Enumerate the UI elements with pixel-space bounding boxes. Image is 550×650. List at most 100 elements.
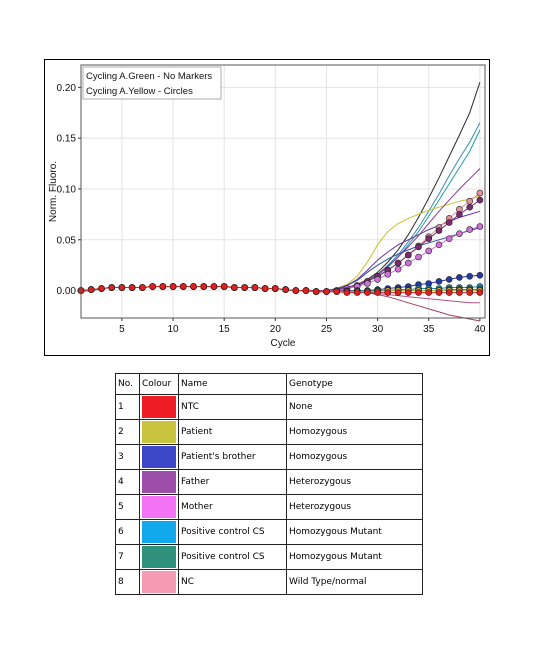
sample-name: Patient's brother: [178, 444, 287, 470]
data-point: [466, 226, 474, 233]
data-point: [435, 289, 443, 296]
sample-genotype: Homozygous: [286, 419, 423, 445]
data-point: [415, 253, 422, 261]
data-point: [190, 283, 197, 290]
data-point: [445, 235, 453, 242]
data-point: [180, 283, 187, 290]
data-point: [364, 289, 371, 296]
sample-genotype: Homozygous Mutant: [286, 544, 423, 570]
data-point: [466, 289, 474, 296]
data-point: [261, 285, 269, 292]
data-point: [200, 283, 207, 290]
row-number: 6: [115, 519, 140, 545]
data-point: [476, 196, 484, 204]
sample-name: Positive control CS: [178, 544, 287, 570]
table-row: 6 Positive control CS Homozygous Mutant: [115, 519, 423, 545]
colour-swatch: [142, 446, 176, 468]
x-tick-label: 5: [119, 324, 125, 335]
amplification-chart: 0.00 0.05 0.10 0.15 0.20 5 10 15 20 25 30 35 40 Cyc…: [44, 59, 490, 356]
row-number: 5: [115, 494, 140, 520]
x-tick-label: 20: [270, 324, 282, 335]
sample-genotype: None: [286, 394, 423, 420]
data-point: [394, 289, 402, 296]
data-point: [118, 284, 126, 291]
colour-swatch: [142, 496, 176, 518]
data-point: [302, 287, 310, 294]
sample-genotype: Wild Type/normal: [286, 569, 423, 595]
data-point: [87, 286, 95, 293]
colour-cell: [139, 469, 179, 495]
x-tick-label: 35: [423, 324, 435, 335]
data-point: [456, 230, 463, 237]
grid: [81, 65, 485, 318]
sample-genotype: Homozygous: [286, 444, 423, 470]
colour-cell: [139, 519, 179, 545]
table-body: 1 NTC None 2 Patient Homozygous 3 Patient's bro…: [115, 394, 423, 595]
colour-cell: [139, 569, 179, 595]
colour-cell: [139, 394, 179, 420]
data-point: [466, 273, 474, 280]
data-point: [364, 280, 371, 287]
header-genotype: Genotype: [286, 373, 423, 395]
row-number: 7: [115, 544, 140, 570]
sample-genotype: Homozygous Mutant: [286, 519, 423, 545]
green-curve: [81, 129, 481, 292]
row-number: 3: [115, 444, 140, 470]
yellow-curve: [80, 192, 481, 293]
data-point: [312, 288, 320, 295]
data-point: [159, 283, 167, 290]
data-point: [415, 243, 422, 251]
data-point: [333, 288, 341, 295]
sample-name: Father: [178, 469, 287, 495]
colour-cell: [139, 419, 179, 445]
data-point: [425, 235, 433, 242]
data-point: [343, 289, 351, 296]
data-point: [241, 284, 248, 291]
table-row: 3 Patient's brother Homozygous: [115, 444, 423, 470]
data-point: [466, 203, 474, 211]
data-point: [394, 265, 402, 273]
header-no: No.: [115, 373, 140, 395]
y-tick-label: 0.20: [57, 83, 77, 94]
amplification-plot: 0.00 0.05 0.10 0.15 0.20 5 10 15 20 25 30 35 40 Cyc…: [48, 64, 486, 349]
x-tick-label: 40: [474, 324, 486, 335]
row-number: 2: [115, 419, 140, 445]
sample-genotype: Heterozygous: [286, 469, 423, 495]
green-curve: [81, 122, 481, 292]
colour-cell: [139, 544, 179, 570]
data-point: [435, 278, 443, 285]
table-header-row: No. Colour Name Genotype: [115, 373, 423, 395]
x-tick-label: 15: [219, 324, 231, 335]
legend-entry-green: Cycling A.Green - No Markers: [86, 71, 212, 82]
table-row: 5 Mother Heterozygous: [115, 494, 423, 520]
data-point: [108, 284, 115, 291]
data-point: [323, 288, 330, 295]
plot-area-border: [80, 64, 486, 319]
x-tick-label: 10: [167, 324, 179, 335]
data-point: [282, 286, 289, 293]
data-point: [476, 272, 484, 279]
table-row: 2 Patient Homozygous: [115, 419, 423, 445]
sample-name: NTC: [178, 394, 287, 420]
y-tick-label: 0.15: [57, 134, 77, 145]
sample-genotype: Heterozygous: [286, 494, 423, 520]
colour-cell: [139, 494, 179, 520]
data-point: [220, 283, 228, 290]
row-number: 4: [115, 469, 140, 495]
data-point: [231, 284, 238, 291]
header-colour: Colour: [139, 373, 179, 395]
yellow-curve: [80, 286, 480, 294]
data-point: [149, 283, 156, 290]
green-curve: [81, 210, 481, 292]
sample-name: Positive control CS: [178, 519, 287, 545]
sample-name: Mother: [178, 494, 287, 520]
data-point: [139, 284, 146, 291]
data-point: [394, 259, 402, 267]
data-point: [466, 197, 474, 205]
colour-swatch: [142, 571, 176, 593]
data-point: [272, 285, 279, 292]
sample-legend-table: No. Colour Name Genotype 1 NTC None 2 Patien…: [115, 373, 423, 595]
data-point: [374, 289, 381, 296]
sample-name: Patient: [178, 419, 287, 445]
x-tick-label: 30: [372, 324, 384, 335]
